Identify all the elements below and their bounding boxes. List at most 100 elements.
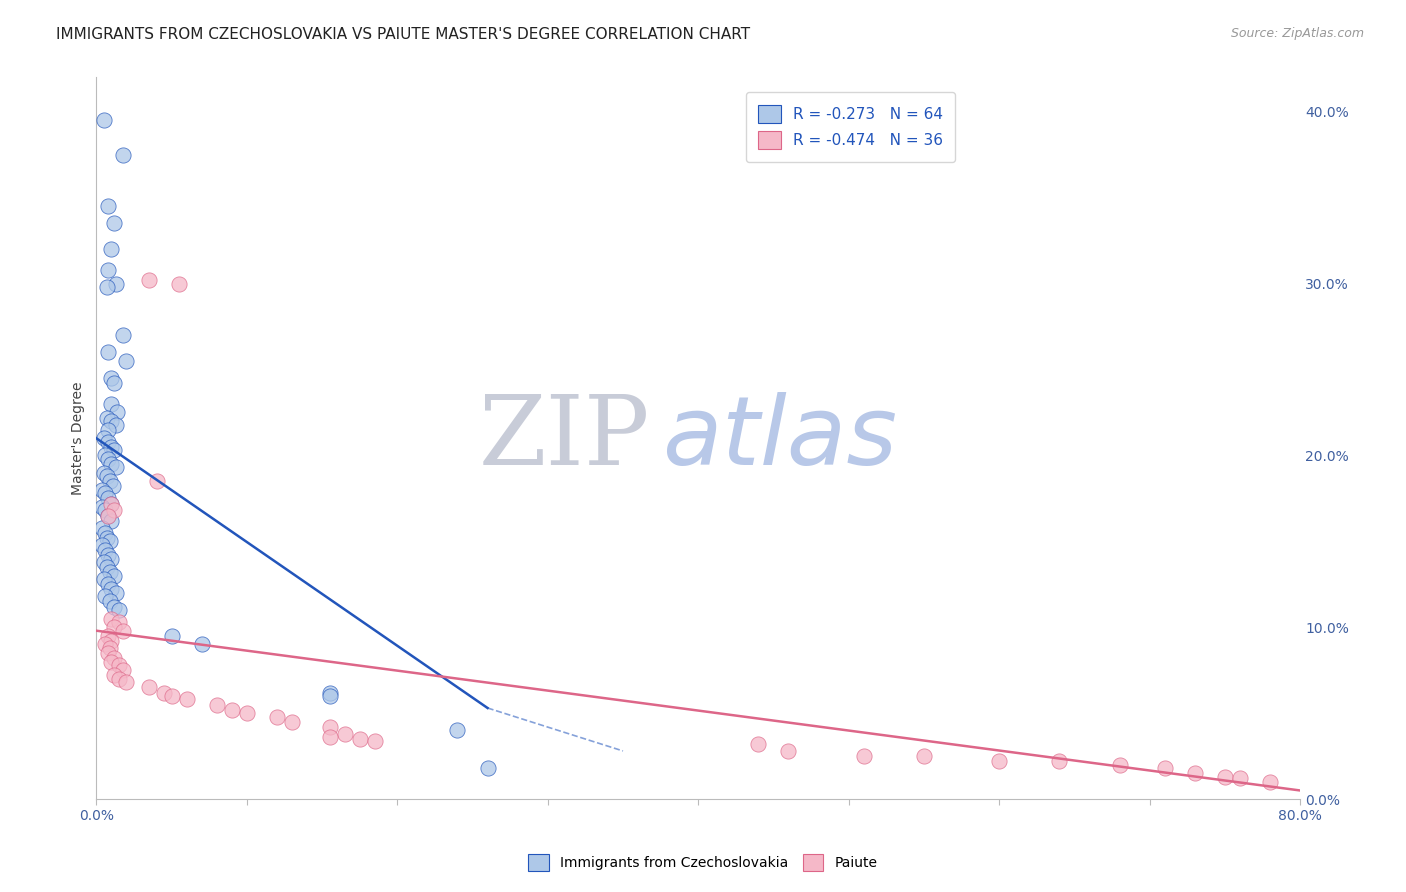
Legend: R = -0.273   N = 64, R = -0.474   N = 36: R = -0.273 N = 64, R = -0.474 N = 36 xyxy=(745,92,956,161)
Legend: Immigrants from Czechoslovakia, Paiute: Immigrants from Czechoslovakia, Paiute xyxy=(523,848,883,876)
Point xyxy=(160,689,183,703)
Point xyxy=(94,590,117,604)
Point xyxy=(100,457,122,471)
Point xyxy=(94,486,117,500)
Point xyxy=(97,646,120,660)
Point xyxy=(93,555,115,569)
Point xyxy=(93,466,115,480)
Point xyxy=(104,460,127,475)
Point xyxy=(138,681,160,695)
Point xyxy=(318,689,340,703)
Point xyxy=(100,242,122,256)
Point xyxy=(778,744,800,758)
Point xyxy=(98,594,121,608)
Point xyxy=(112,663,135,677)
Point xyxy=(100,414,122,428)
Point xyxy=(97,345,120,359)
Point xyxy=(112,328,135,343)
Point xyxy=(91,500,114,514)
Point xyxy=(103,668,125,682)
Point xyxy=(167,277,190,291)
Point xyxy=(108,658,131,673)
Point xyxy=(108,603,131,617)
Point xyxy=(108,672,131,686)
Point xyxy=(101,479,124,493)
Point xyxy=(96,280,118,294)
Point xyxy=(160,629,183,643)
Point xyxy=(97,263,120,277)
Point xyxy=(107,405,129,419)
Point xyxy=(1184,766,1206,780)
Point xyxy=(318,720,340,734)
Point xyxy=(91,538,114,552)
Point xyxy=(112,147,135,161)
Y-axis label: Master's Degree: Master's Degree xyxy=(72,382,86,495)
Point xyxy=(100,655,122,669)
Point xyxy=(100,612,122,626)
Point xyxy=(97,629,120,643)
Point xyxy=(103,599,125,614)
Point xyxy=(1258,775,1281,789)
Point xyxy=(103,503,125,517)
Point xyxy=(94,503,117,517)
Point xyxy=(93,572,115,586)
Point xyxy=(97,423,120,437)
Text: ZIP: ZIP xyxy=(478,392,650,485)
Point xyxy=(100,397,122,411)
Point xyxy=(103,376,125,391)
Point xyxy=(100,497,122,511)
Point xyxy=(98,474,121,488)
Point xyxy=(97,508,120,523)
Point xyxy=(138,273,160,287)
Point xyxy=(236,706,259,721)
Point xyxy=(205,698,228,712)
Point xyxy=(104,586,127,600)
Point xyxy=(446,723,468,738)
Point xyxy=(1108,757,1130,772)
Point xyxy=(318,730,340,744)
Point xyxy=(93,113,115,128)
Point xyxy=(97,451,120,466)
Point xyxy=(103,651,125,665)
Point xyxy=(97,434,120,449)
Point xyxy=(115,675,138,690)
Point xyxy=(97,577,120,591)
Point xyxy=(96,469,118,483)
Point xyxy=(115,354,138,368)
Point xyxy=(747,737,769,751)
Point xyxy=(97,508,120,523)
Point xyxy=(97,199,120,213)
Point xyxy=(104,277,127,291)
Point xyxy=(96,560,118,574)
Point xyxy=(103,443,125,458)
Point xyxy=(108,615,131,629)
Point xyxy=(98,534,121,549)
Point xyxy=(100,551,122,566)
Point xyxy=(100,497,122,511)
Point xyxy=(1153,761,1175,775)
Point xyxy=(266,709,288,723)
Point xyxy=(96,410,118,425)
Text: IMMIGRANTS FROM CZECHOSLOVAKIA VS PAIUTE MASTER'S DEGREE CORRELATION CHART: IMMIGRANTS FROM CZECHOSLOVAKIA VS PAIUTE… xyxy=(56,27,751,42)
Point xyxy=(91,520,114,534)
Point xyxy=(100,371,122,385)
Point xyxy=(145,474,167,488)
Point xyxy=(93,431,115,445)
Point xyxy=(852,749,875,764)
Point xyxy=(103,568,125,582)
Point xyxy=(98,640,121,655)
Point xyxy=(98,566,121,580)
Point xyxy=(100,440,122,454)
Point xyxy=(333,727,356,741)
Point xyxy=(1213,770,1236,784)
Point xyxy=(100,582,122,597)
Point xyxy=(364,733,387,747)
Point xyxy=(221,703,243,717)
Point xyxy=(94,637,117,651)
Point xyxy=(103,620,125,634)
Point xyxy=(97,491,120,506)
Point xyxy=(190,637,212,651)
Point xyxy=(112,624,135,638)
Point xyxy=(94,525,117,540)
Point xyxy=(349,731,371,746)
